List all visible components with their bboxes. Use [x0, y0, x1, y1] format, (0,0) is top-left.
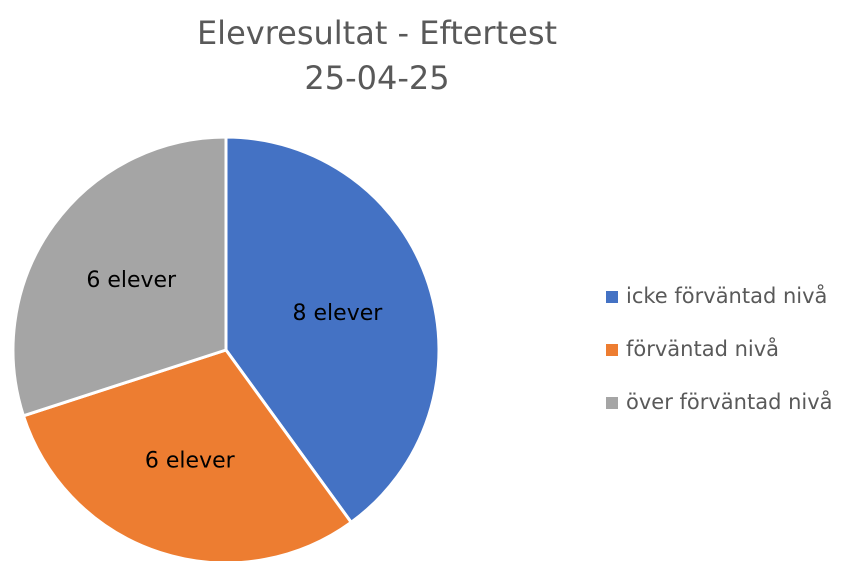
- data-label: 8 elever: [293, 301, 384, 326]
- legend-label: icke förväntad nivå: [626, 283, 827, 308]
- legend-swatch: [606, 397, 618, 409]
- data-label: 6 elever: [145, 448, 236, 473]
- legend-swatch: [606, 344, 618, 356]
- pie-slice: [224, 135, 441, 525]
- pie-slice: [21, 348, 354, 561]
- legend-swatch: [606, 291, 618, 303]
- legend-label: över förväntad nivå: [626, 389, 833, 414]
- pie-slice: [11, 135, 228, 418]
- chart-subtitle: 25-04-25: [304, 59, 449, 97]
- chart-title: Elevresultat - Eftertest: [197, 14, 557, 52]
- legend-label: förväntad nivå: [626, 336, 779, 361]
- data-label: 6 elever: [86, 268, 177, 293]
